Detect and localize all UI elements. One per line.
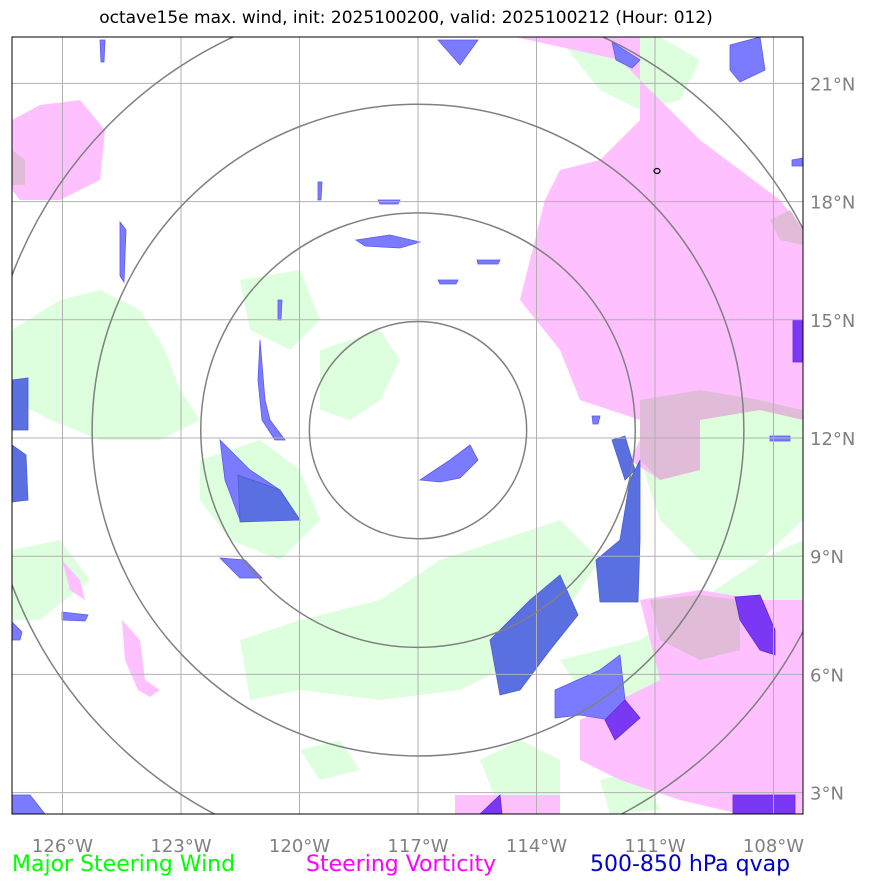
lat-lon-grid: [12, 37, 803, 814]
latitude-label: 9°N: [810, 547, 844, 568]
longitude-labels: 126°W 123°W 120°W 117°W 114°W 111°W 108°W: [32, 836, 804, 857]
longitude-label: 111°W: [624, 836, 685, 857]
legend-wind: Major Steering Wind: [12, 852, 236, 877]
latitude-label: 6°N: [810, 665, 844, 686]
latitude-label: 3°N: [810, 784, 844, 805]
latitude-label: 21°N: [810, 74, 855, 95]
latitude-label: 18°N: [810, 193, 855, 214]
longitude-label: 126°W: [32, 836, 93, 857]
legend-vorticity: Steering Vorticity: [306, 852, 497, 877]
longitude-label: 120°W: [269, 836, 330, 857]
latitude-labels: 21°N 18°N 15°N 12°N 9°N 6°N 3°N: [810, 74, 855, 804]
range-ring: [200, 212, 636, 649]
longitude-label: 108°W: [743, 836, 804, 857]
range-rings: [12, 37, 803, 814]
range-ring: [91, 103, 745, 757]
chart-title: octave15e max. wind, init: 2025100200, v…: [99, 8, 713, 28]
legend-qvap: 500-850 hPa qvap: [590, 852, 791, 877]
longitude-label: 123°W: [150, 836, 211, 857]
storm-center-marker: [653, 167, 661, 175]
longitude-label: 114°W: [506, 836, 567, 857]
range-ring: [308, 320, 528, 540]
plot-frame: [11, 36, 804, 815]
longitude-label: 117°W: [387, 836, 448, 857]
latitude-label: 15°N: [810, 311, 855, 332]
qvap-field: [12, 37, 803, 814]
latitude-label: 12°N: [810, 429, 855, 450]
overlap-field: [12, 150, 803, 660]
